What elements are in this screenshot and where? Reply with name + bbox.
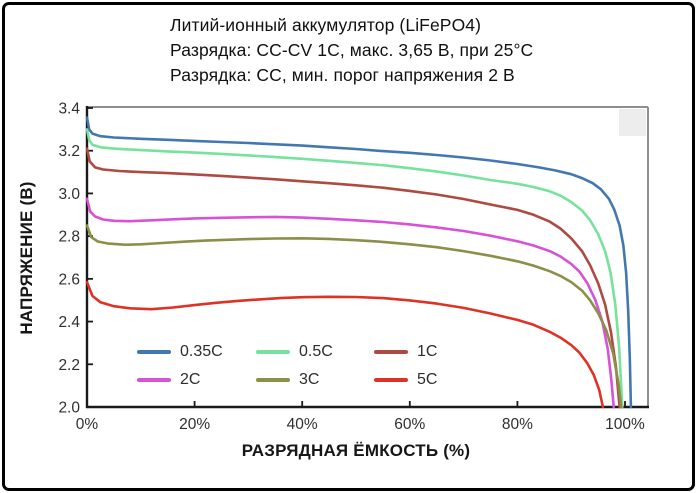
legend-label-0.5c: 0.5C (299, 343, 333, 360)
legend-item-0.35c: 0.35C (137, 341, 256, 363)
watermark-smudge (619, 109, 646, 136)
legend-label-1c: 1C (417, 343, 438, 360)
chart-title-block: Литий-ионный аккумулятор (LiFePO4) Разря… (170, 13, 533, 88)
y-tick-label: 2.0 (58, 400, 80, 417)
legend-label-3c: 3C (299, 371, 320, 388)
x-tick-label: 80% (502, 416, 533, 433)
legend-label-0.35c: 0.35C (180, 343, 223, 360)
x-tick-label: 60% (394, 416, 425, 433)
discharge-curves (85, 116, 633, 409)
curve-0.35c (85, 116, 633, 409)
legend-swatch-5c (374, 378, 408, 382)
axis-tick-labels: 3.4 3.2 3.0 2.8 2.6 2.4 2.2 2.00% 20% 40% 60% 80% 10… (58, 101, 645, 434)
legend-swatch-0.35c (137, 350, 171, 354)
y-tick-label: 3.4 (58, 101, 80, 118)
legend: 0.35C 0.5C 1C 2C 3C 5C (137, 341, 484, 391)
chart-title-line-3: Разрядка: CC, мин. порог напряжения 2 В (170, 65, 515, 85)
x-axis-label: РАЗРЯДНАЯ ЁМКОСТЬ (%) (241, 441, 471, 460)
legend-item-1c: 1C (374, 341, 484, 363)
curve-3c (85, 224, 623, 409)
y-tick-label: 3.0 (58, 186, 80, 203)
curve-5c (85, 280, 605, 409)
legend-swatch-1c (374, 350, 408, 354)
x-tick-label: 40% (287, 416, 318, 433)
legend-item-5c: 5C (374, 369, 484, 391)
y-tick-label: 2.4 (58, 314, 80, 331)
y-tick-label: 3.2 (58, 143, 80, 160)
legend-swatch-2c (137, 378, 171, 382)
legend-item-3c: 3C (256, 369, 374, 391)
chart-title-line-1: Литий-ионный аккумулятор (LiFePO4) (170, 15, 482, 35)
x-tick-label: 20% (179, 416, 210, 433)
y-axis-label: НАПРЯЖЕНИЕ (В) (17, 181, 36, 335)
legend-item-2c: 2C (137, 369, 256, 391)
plot-frame (85, 106, 649, 409)
x-tick-label: 0% (76, 416, 99, 433)
legend-label-2c: 2C (180, 371, 201, 388)
x-tick-label: 100% (605, 416, 645, 433)
legend-item-0.5c: 0.5C (256, 341, 374, 363)
legend-swatch-0.5c (256, 350, 290, 354)
chart-title-line-2: Разрядка: CC-CV 1C, макс. 3,65 В, при 25… (170, 40, 534, 60)
curve-0.5c (85, 128, 624, 409)
legend-label-5c: 5C (417, 371, 438, 388)
curve-2c (85, 197, 616, 409)
y-tick-label: 2.2 (58, 357, 80, 374)
curve-1c (85, 147, 621, 409)
legend-swatch-3c (256, 378, 290, 382)
y-tick-label: 2.8 (58, 229, 80, 246)
y-tick-label: 2.6 (58, 271, 80, 288)
